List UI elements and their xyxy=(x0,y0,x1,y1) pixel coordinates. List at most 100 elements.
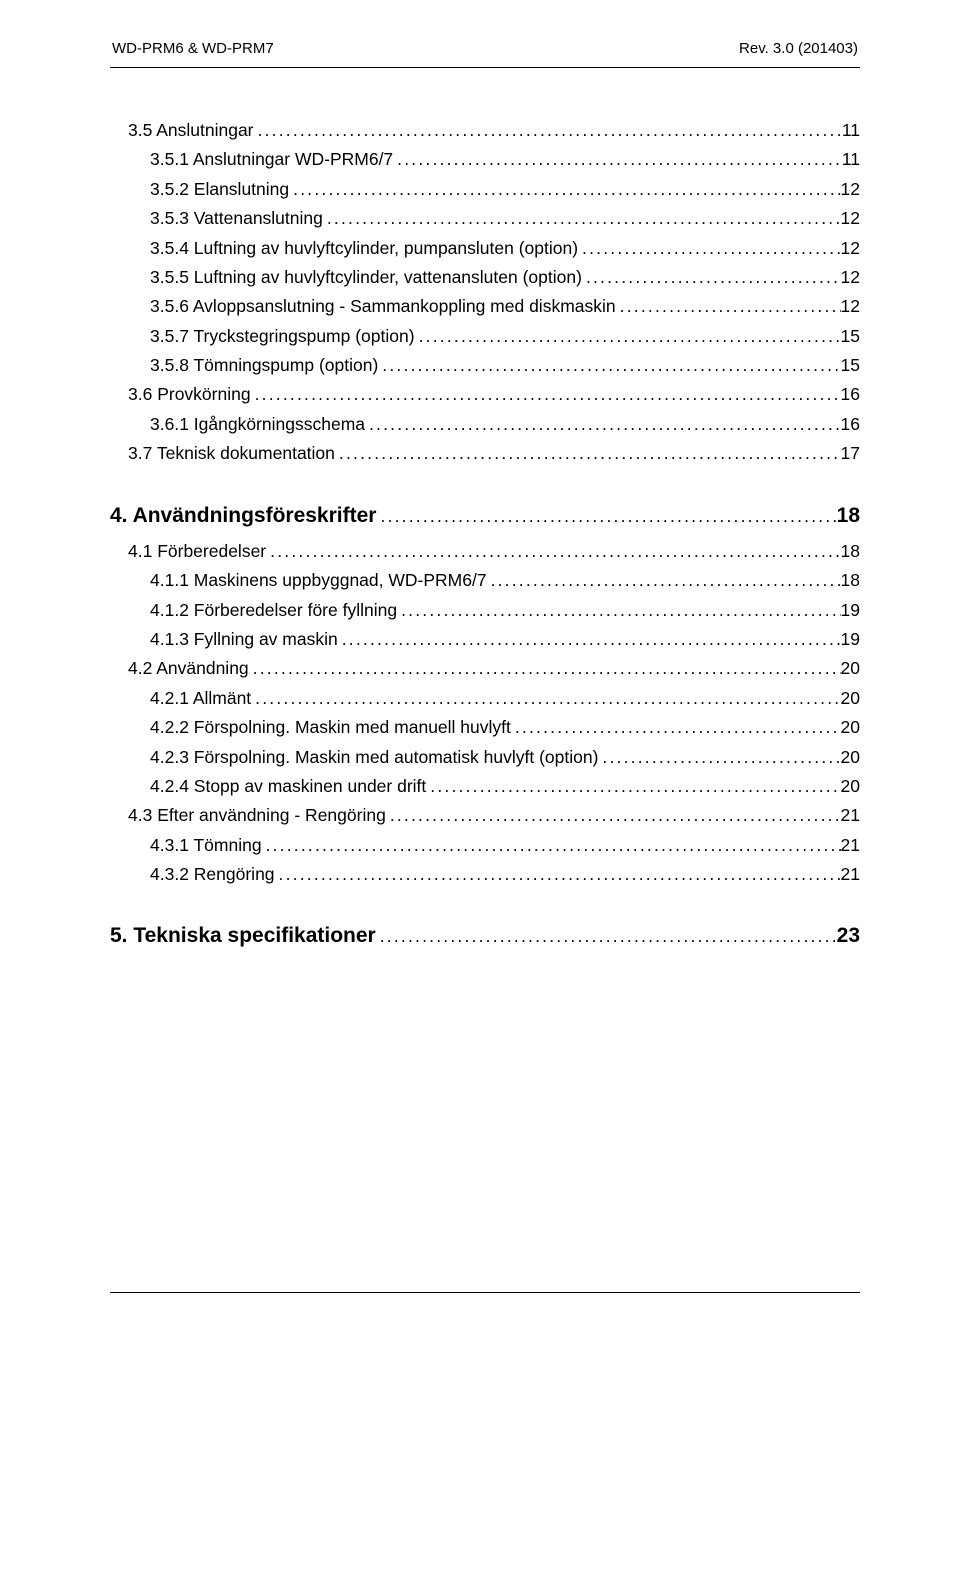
toc-content: 3.5 Anslutningar........................… xyxy=(110,118,860,952)
toc-page: 20 xyxy=(841,715,860,740)
toc-leader: ........................................… xyxy=(598,745,840,770)
page-header: WD-PRM6 & WD-PRM7 Rev. 3.0 (201403) xyxy=(110,40,860,65)
toc-row: 3.5.5 Luftning av huvlyftcylinder, vatte… xyxy=(110,265,860,290)
toc-row: 4.2.3 Förspolning. Maskin med automatisk… xyxy=(110,745,860,770)
toc-leader: ........................................… xyxy=(376,504,836,530)
toc-row: 3.5.2 Elanslutning......................… xyxy=(110,177,860,202)
toc-page: 19 xyxy=(841,598,860,623)
toc-title: 3.5.6 Avloppsanslutning - Sammankoppling… xyxy=(150,294,616,319)
toc-page: 20 xyxy=(841,686,860,711)
toc-row: 4.1 Förberedelser.......................… xyxy=(110,539,860,564)
toc-row: 4.1.2 Förberedelser före fyllning.......… xyxy=(110,598,860,623)
toc-row: 3.6 Provkörning.........................… xyxy=(110,382,860,407)
toc-leader: ........................................… xyxy=(397,598,840,623)
toc-leader: ........................................… xyxy=(426,774,840,799)
toc-row: 3.5.6 Avloppsanslutning - Sammankoppling… xyxy=(110,294,860,319)
toc-leader: ........................................… xyxy=(487,568,841,593)
toc-leader: ........................................… xyxy=(249,656,841,681)
footer-rule xyxy=(110,1292,860,1293)
toc-title: 4.1.3 Fyllning av maskin xyxy=(150,627,338,652)
toc-leader: ........................................… xyxy=(386,803,841,828)
toc-row: 4.3.1 Tömning...........................… xyxy=(110,833,860,858)
toc-title: 4. Användningsföreskrifter xyxy=(110,501,376,531)
toc-page: 18 xyxy=(841,539,860,564)
toc-row: 4.3.2 Rengöring.........................… xyxy=(110,862,860,887)
toc-page: 20 xyxy=(841,745,860,770)
toc-title: 3.5.5 Luftning av huvlyftcylinder, vatte… xyxy=(150,265,582,290)
toc-title: 4.3.2 Rengöring xyxy=(150,862,275,887)
toc-page: 12 xyxy=(841,265,860,290)
header-right: Rev. 3.0 (201403) xyxy=(739,40,858,57)
toc-leader: ........................................… xyxy=(393,147,842,172)
toc-title: 4.2.4 Stopp av maskinen under drift xyxy=(150,774,426,799)
toc-row: 4.2 Användning..........................… xyxy=(110,656,860,681)
toc-title: 3.6 Provkörning xyxy=(128,382,251,407)
toc-leader: ........................................… xyxy=(254,118,842,143)
toc-page: 23 xyxy=(837,921,860,951)
header-rule xyxy=(110,67,860,68)
toc-page: 12 xyxy=(841,177,860,202)
toc-page: 18 xyxy=(841,568,860,593)
toc-title: 4.2.2 Förspolning. Maskin med manuell hu… xyxy=(150,715,511,740)
toc-leader: ........................................… xyxy=(266,539,840,564)
toc-title: 4.2.3 Förspolning. Maskin med automatisk… xyxy=(150,745,598,770)
toc-title: 3.5.2 Elanslutning xyxy=(150,177,289,202)
toc-title: 3.5 Anslutningar xyxy=(128,118,254,143)
toc-page: 12 xyxy=(841,206,860,231)
toc-leader: ........................................… xyxy=(511,715,841,740)
toc-row: 3.5.7 Tryckstegringspump (option).......… xyxy=(110,324,860,349)
toc-page: 17 xyxy=(841,441,860,466)
toc-title: 3.5.7 Tryckstegringspump (option) xyxy=(150,324,415,349)
toc-leader: ........................................… xyxy=(415,324,841,349)
toc-page: 11 xyxy=(842,147,860,172)
toc-leader: ........................................… xyxy=(578,236,840,261)
toc-page: 21 xyxy=(841,833,860,858)
toc-row: 3.7 Teknisk dokumentation...............… xyxy=(110,441,860,466)
toc-row: 4.3 Efter användning - Rengöring........… xyxy=(110,803,860,828)
toc-row: 3.5.3 Vattenanslutning..................… xyxy=(110,206,860,231)
toc-title: 4.1 Förberedelser xyxy=(128,539,266,564)
toc-leader: ........................................… xyxy=(323,206,841,231)
toc-leader: ........................................… xyxy=(378,353,840,378)
toc-row: 4.2.1 Allmänt...........................… xyxy=(110,686,860,711)
toc-leader: ........................................… xyxy=(335,441,841,466)
toc-row: 4.1.1 Maskinens uppbyggnad, WD-PRM6/7...… xyxy=(110,568,860,593)
toc-leader: ........................................… xyxy=(376,924,837,950)
toc-leader: ........................................… xyxy=(616,294,841,319)
toc-leader: ........................................… xyxy=(365,412,841,437)
toc-leader: ........................................… xyxy=(289,177,840,202)
toc-title: 5. Tekniska specifikationer xyxy=(110,921,376,951)
toc-page: 19 xyxy=(841,627,860,652)
toc-leader: ........................................… xyxy=(338,627,841,652)
header-left: WD-PRM6 & WD-PRM7 xyxy=(112,40,274,57)
toc-row: 4. Användningsföreskrifter..............… xyxy=(110,501,860,531)
toc-row: 3.5 Anslutningar........................… xyxy=(110,118,860,143)
toc-page: 18 xyxy=(837,501,860,531)
toc-row: 3.6.1 Igångkörningsschema...............… xyxy=(110,412,860,437)
toc-page: 20 xyxy=(841,656,860,681)
toc-title: 3.5.4 Luftning av huvlyftcylinder, pumpa… xyxy=(150,236,578,261)
toc-row: 3.5.8 Tömningspump (option).............… xyxy=(110,353,860,378)
toc-title: 4.2.1 Allmänt xyxy=(150,686,251,711)
toc-leader: ........................................… xyxy=(251,686,840,711)
toc-page: 16 xyxy=(841,382,860,407)
toc-row: 4.2.2 Förspolning. Maskin med manuell hu… xyxy=(110,715,860,740)
toc-page: 12 xyxy=(841,294,860,319)
toc-page: 12 xyxy=(841,236,860,261)
toc-title: 3.5.1 Anslutningar WD-PRM6/7 xyxy=(150,147,393,172)
toc-page: 15 xyxy=(841,324,860,349)
toc-title: 4.3 Efter användning - Rengöring xyxy=(128,803,386,828)
toc-title: 3.7 Teknisk dokumentation xyxy=(128,441,335,466)
toc-leader: ........................................… xyxy=(275,862,841,887)
page-footer xyxy=(110,1292,860,1293)
toc-leader: ........................................… xyxy=(262,833,841,858)
toc-page: 15 xyxy=(841,353,860,378)
toc-row: 4.1.3 Fyllning av maskin................… xyxy=(110,627,860,652)
page: WD-PRM6 & WD-PRM7 Rev. 3.0 (201403) 3.5 … xyxy=(0,0,960,1335)
toc-title: 3.6.1 Igångkörningsschema xyxy=(150,412,365,437)
toc-row: 5. Tekniska specifikationer.............… xyxy=(110,921,860,951)
toc-row: 3.5.4 Luftning av huvlyftcylinder, pumpa… xyxy=(110,236,860,261)
toc-page: 16 xyxy=(841,412,860,437)
toc-row: 4.2.4 Stopp av maskinen under drift.....… xyxy=(110,774,860,799)
toc-row: 3.5.1 Anslutningar WD-PRM6/7............… xyxy=(110,147,860,172)
